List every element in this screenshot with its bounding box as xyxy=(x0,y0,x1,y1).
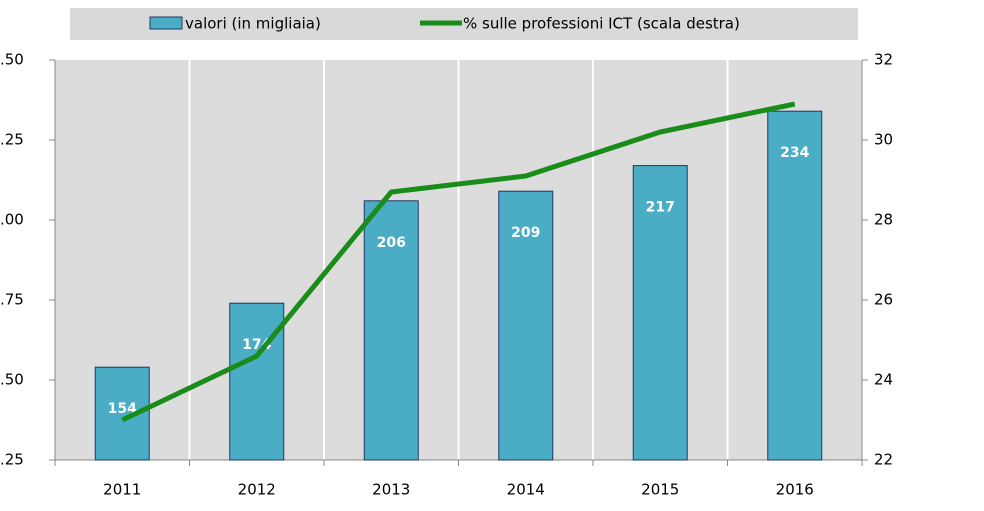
bar xyxy=(632,165,688,461)
y2-tick-label: 30 xyxy=(874,131,893,149)
legend-label: % sulle professioni ICT (scala destra) xyxy=(463,15,740,33)
y-tick-label: .75 xyxy=(0,291,24,309)
line xyxy=(121,101,796,423)
value-label: 234 xyxy=(780,145,809,161)
value-label: 154 xyxy=(108,401,137,417)
value-label: 206 xyxy=(377,235,406,251)
value-label: 217 xyxy=(646,200,675,216)
x-tick-label: 2015 xyxy=(641,481,679,499)
x-tick-label: 2016 xyxy=(776,481,814,499)
y-tick-label: .50 xyxy=(0,371,24,389)
x-tick-label: 2014 xyxy=(507,481,545,499)
y-tick-label: .50 xyxy=(0,51,24,69)
value-label: 209 xyxy=(511,225,540,241)
y2-tick-label: 22 xyxy=(874,451,893,469)
bar xyxy=(229,302,285,461)
x-tick-label: 2013 xyxy=(372,481,410,499)
legend-label: valori (in migliaia) xyxy=(185,15,321,33)
y2-tick-label: 28 xyxy=(874,211,893,229)
y-tick-label: .25 xyxy=(0,131,24,149)
legend-background xyxy=(70,8,858,40)
bar xyxy=(767,110,823,461)
x-tick-label: 2012 xyxy=(238,481,276,499)
bar xyxy=(498,190,554,461)
x-tick-label: 2011 xyxy=(103,481,141,499)
bar xyxy=(363,200,419,461)
legend-swatch xyxy=(149,16,183,30)
y2-tick-label: 26 xyxy=(874,291,893,309)
y2-tick-label: 24 xyxy=(874,371,893,389)
y2-tick-label: 32 xyxy=(874,51,893,69)
y-tick-label: .25 xyxy=(0,451,24,469)
y-tick-label: .00 xyxy=(0,211,24,229)
